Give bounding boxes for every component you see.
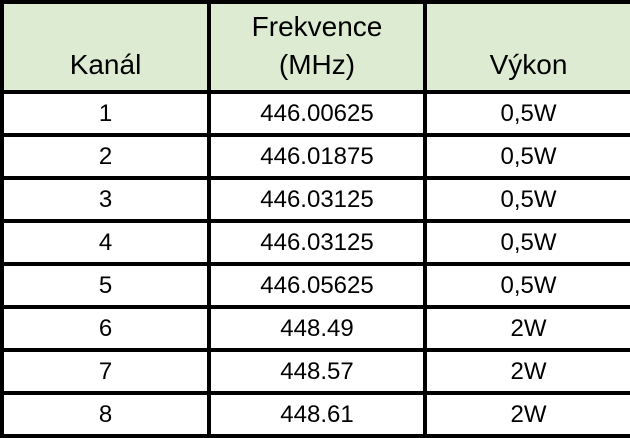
channel-cell: 6	[0, 305, 211, 352]
table-row: 1 446.00625 0,5W	[0, 90, 630, 137]
channel-cell: 3	[0, 176, 211, 223]
channel-cell: 7	[0, 348, 211, 395]
power-cell: 0,5W	[423, 133, 630, 180]
frequency-cell: 446.01875	[207, 133, 427, 180]
header-vykon: Výkon	[423, 0, 630, 94]
frequency-cell: 446.03125	[207, 219, 427, 266]
power-cell: 2W	[423, 305, 630, 352]
power-cell: 0,5W	[423, 90, 630, 137]
header-frekvence-line1: Frekvence	[251, 11, 383, 43]
frequency-cell: 446.00625	[207, 90, 427, 137]
header-kanal: Kanál	[0, 0, 211, 94]
table-row: 3 446.03125 0,5W	[0, 176, 630, 223]
frequency-cell: 446.05625	[207, 262, 427, 309]
table-row: 6 448.49 2W	[0, 305, 630, 352]
frequency-cell: 448.49	[207, 305, 427, 352]
power-cell: 0,5W	[423, 262, 630, 309]
channel-cell: 4	[0, 219, 211, 266]
header-row: Kanál Frekvence (MHz) Výkon	[0, 0, 630, 94]
power-cell: 0,5W	[423, 219, 630, 266]
frequency-cell: 446.03125	[207, 176, 427, 223]
channel-cell: 1	[0, 90, 211, 137]
header-vykon-label: Výkon	[489, 49, 568, 81]
table-row: 2 446.01875 0,5W	[0, 133, 630, 180]
header-kanal-label: Kanál	[69, 49, 142, 81]
frequency-cell: 448.57	[207, 348, 427, 395]
power-cell: 0,5W	[423, 176, 630, 223]
header-frekvence: Frekvence (MHz)	[207, 0, 427, 94]
table-row: 8 448.61 2W	[0, 391, 630, 438]
table-row: 7 448.57 2W	[0, 348, 630, 395]
table-row: 5 446.05625 0,5W	[0, 262, 630, 309]
channel-cell: 8	[0, 391, 211, 438]
power-cell: 2W	[423, 348, 630, 395]
power-cell: 2W	[423, 391, 630, 438]
header-frekvence-line2: (MHz)	[278, 49, 356, 81]
table-row: 4 446.03125 0,5W	[0, 219, 630, 266]
channel-cell: 5	[0, 262, 211, 309]
frequency-cell: 448.61	[207, 391, 427, 438]
channel-cell: 2	[0, 133, 211, 180]
